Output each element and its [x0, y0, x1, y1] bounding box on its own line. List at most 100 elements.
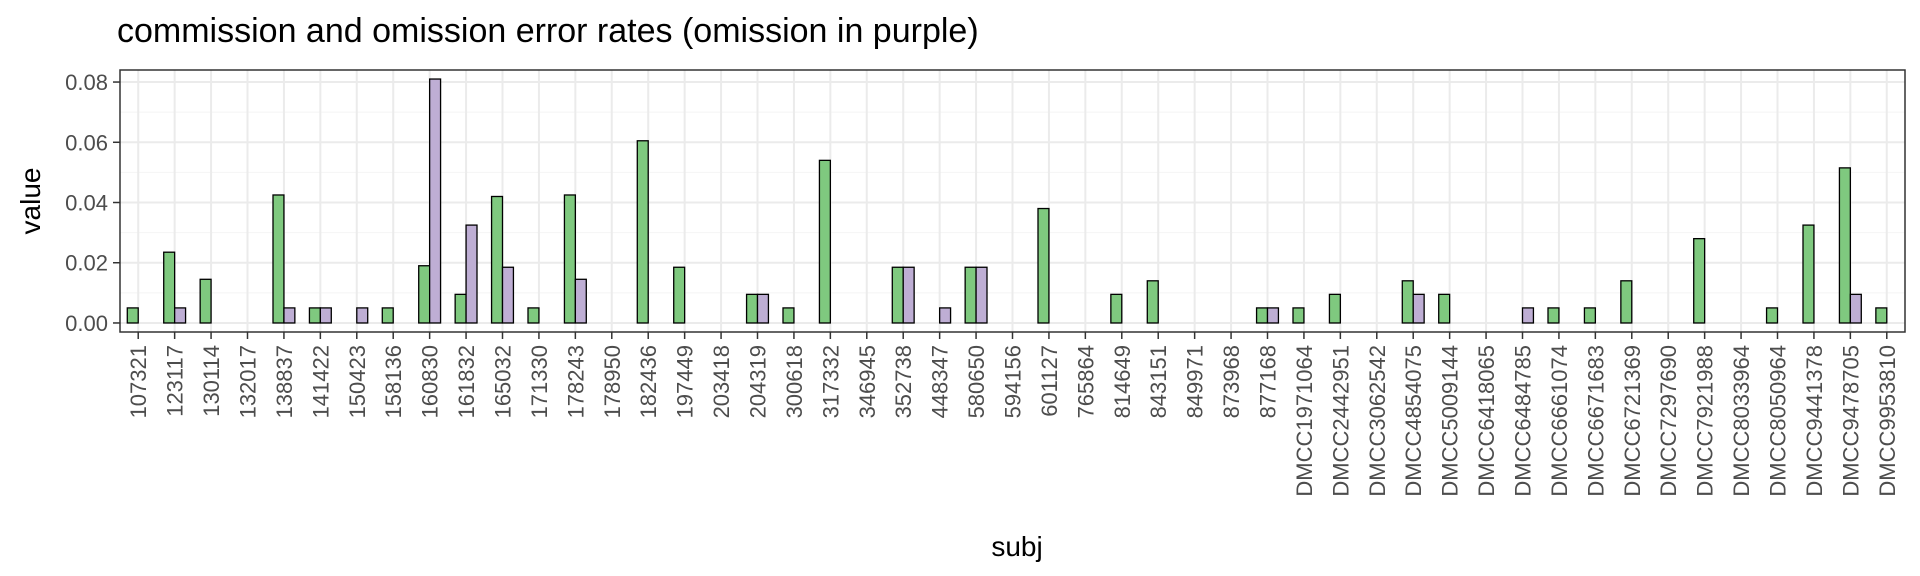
x-axis: 107321 123117 130114 132017 138837 141422 1504… [126, 332, 1900, 497]
x-tick-label: 182436 [636, 345, 661, 418]
commission-bar [563, 194, 577, 324]
omission-bar [356, 307, 369, 324]
y-tick-label: 0.04 [65, 191, 108, 216]
commission-bar [1438, 293, 1451, 324]
grid-lines [120, 70, 1905, 332]
commission-bar [1583, 307, 1597, 324]
x-tick-label: 204319 [746, 345, 771, 418]
x-tick-label: DMCC6418065 [1474, 345, 1499, 497]
x-tick-label: DMCC8033964 [1729, 345, 1754, 497]
y-tick-label: 0.06 [65, 130, 108, 155]
x-tick-label: 594156 [1001, 345, 1026, 418]
commission-bar [673, 266, 686, 324]
x-tick-label: 132017 [236, 345, 261, 418]
x-tick-label: 150423 [345, 345, 370, 418]
omission-bar [1412, 293, 1425, 324]
y-tick-label: 0.00 [65, 311, 108, 336]
x-tick-label: 165032 [491, 345, 516, 418]
commission-bar [1693, 237, 1706, 324]
commission-bar [126, 307, 139, 324]
commission-bar [636, 140, 649, 324]
x-tick-label: DMCC9441378 [1802, 345, 1827, 497]
x-tick-label: DMCC6671683 [1583, 345, 1608, 497]
commission-bar [454, 293, 467, 324]
omission-bar [938, 307, 952, 324]
commission-bar [199, 278, 212, 324]
x-tick-label: DMCC7921988 [1693, 345, 1718, 497]
commission-bar [1401, 280, 1414, 324]
commission-bar [1146, 280, 1159, 324]
commission-bar [163, 251, 176, 324]
commission-bar [1110, 293, 1123, 324]
x-tick-label: 814649 [1110, 345, 1135, 418]
commission-bar [1547, 307, 1560, 324]
commission-bar [818, 159, 832, 324]
x-tick-label: 171330 [527, 345, 552, 418]
x-tick-label: 346945 [855, 345, 880, 418]
commission-bar [490, 195, 504, 324]
x-tick-label: 203418 [709, 345, 734, 418]
omission-bar [501, 266, 515, 324]
x-tick-label: 877168 [1256, 345, 1281, 418]
x-tick-label: DMCC6484785 [1511, 345, 1536, 497]
x-tick-label: DMCC9953810 [1875, 345, 1900, 497]
y-tick-label: 0.02 [65, 251, 108, 276]
omission-bar [756, 293, 770, 324]
x-tick-label: DMCC4854075 [1401, 345, 1426, 497]
commission-bar [1255, 307, 1269, 324]
y-axis: 0.00 0.02 0.04 0.06 0.08 [65, 70, 120, 336]
commission-bar [891, 266, 904, 324]
x-tick-label: DMCC6721369 [1620, 345, 1645, 497]
x-tick-label: DMCC9478705 [1838, 345, 1863, 497]
chart-title: commission and omission error rates (omi… [117, 12, 979, 50]
commission-bar [1765, 307, 1779, 324]
bars [126, 78, 1888, 324]
x-tick-label: 601127 [1037, 345, 1062, 417]
x-tick-label: 300618 [782, 345, 807, 418]
x-tick-label: DMCC2442951 [1328, 345, 1353, 497]
x-tick-label: 158136 [381, 345, 406, 418]
omission-bar [283, 307, 296, 324]
x-tick-label: 873968 [1219, 345, 1244, 418]
commission-bar [1292, 307, 1305, 324]
omission-bar [574, 278, 587, 324]
x-tick-label: 317332 [818, 345, 843, 418]
commission-bar [964, 266, 977, 324]
x-tick-label: DMCC8050964 [1766, 345, 1791, 497]
x-tick-label: 161832 [454, 345, 479, 418]
x-tick-label: 448347 [928, 345, 953, 418]
x-tick-label: DMCC5009144 [1438, 345, 1463, 497]
x-tick-label: 178950 [600, 345, 625, 418]
x-tick-label: 107321 [126, 345, 151, 418]
x-axis-title: subj [991, 531, 1042, 562]
omission-bar [1266, 307, 1280, 324]
commission-bar [1328, 293, 1342, 324]
x-tick-label: 123117 [163, 345, 188, 417]
commission-bar [782, 307, 795, 324]
x-tick-label: 141422 [308, 345, 333, 418]
commission-bar [1037, 207, 1050, 324]
omission-bar [1521, 307, 1535, 324]
x-tick-label: 352738 [891, 345, 916, 418]
x-tick-label: 160830 [418, 345, 443, 418]
omission-bar [902, 266, 915, 324]
x-tick-label: 580650 [964, 345, 989, 418]
commission-bar [1875, 307, 1888, 324]
x-tick-label: DMCC1971064 [1292, 345, 1317, 497]
commission-bar [527, 307, 540, 324]
commission-bar [1620, 280, 1633, 324]
omission-bar [319, 307, 332, 324]
y-tick-label: 0.08 [65, 70, 108, 95]
omission-bar [465, 224, 478, 324]
omission-bar [975, 266, 988, 324]
x-tick-label: 843151 [1146, 345, 1171, 418]
x-tick-label: 765864 [1073, 345, 1098, 418]
commission-bar [381, 307, 394, 324]
commission-bar [1802, 224, 1815, 324]
commission-bar [308, 307, 322, 324]
commission-bar [745, 293, 759, 324]
x-tick-label: 849971 [1183, 345, 1208, 418]
x-tick-label: 197449 [673, 345, 698, 418]
commission-bar [418, 265, 431, 324]
omission-bar [173, 307, 187, 324]
